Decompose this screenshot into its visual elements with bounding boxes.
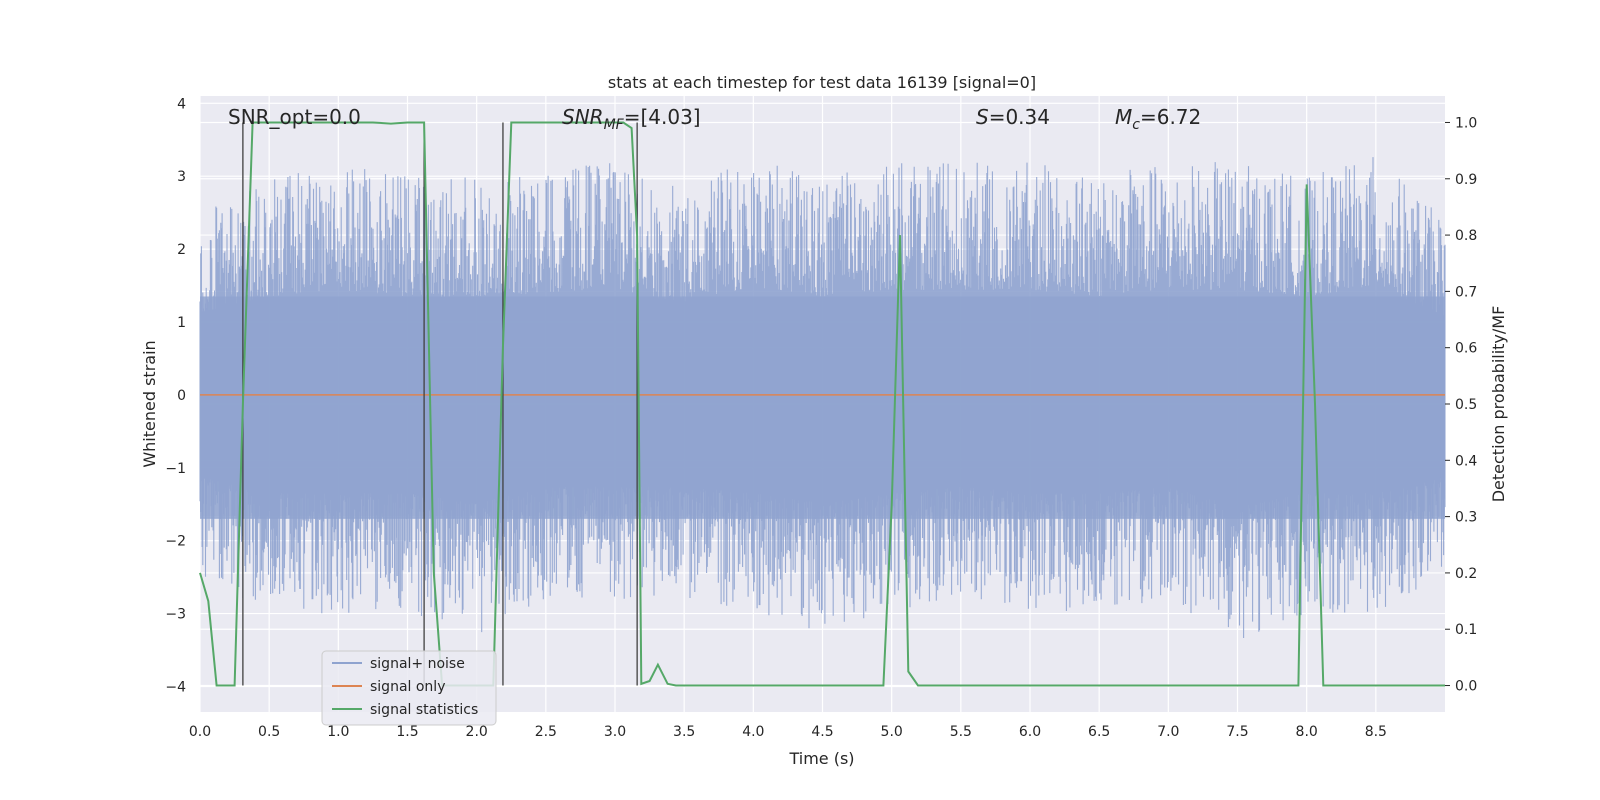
y-tick-label: −2 <box>165 534 186 550</box>
x-tick-label: 0.5 <box>258 724 280 740</box>
y-tick-label: 2 <box>177 242 186 258</box>
x-tick-label: 8.0 <box>1296 724 1318 740</box>
y2-tick-label: 0.7 <box>1455 284 1477 300</box>
x-tick-label: 1.5 <box>396 724 418 740</box>
y2-axis-label: Detection probability/MF <box>1489 306 1508 503</box>
y-tick-label: −3 <box>165 607 186 623</box>
x-tick-label: 5.5 <box>950 724 972 740</box>
x-tick-label: 6.0 <box>1019 724 1041 740</box>
y-tick-labels: 4 3 2 1 0 −1 −2 −3 −4 <box>165 96 186 695</box>
y-tick-label: −4 <box>165 679 186 695</box>
y2-tick-label: 0.2 <box>1455 566 1477 582</box>
y2-tick-label: 0.0 <box>1455 679 1477 695</box>
x-tick-label: 7.0 <box>1157 724 1179 740</box>
y-axis-label: Whitened strain <box>140 340 159 467</box>
y-tick-label: 4 <box>177 96 186 112</box>
annotation-snr-opt: SNR_opt=0.0 <box>228 105 361 129</box>
y2-tick-label: 0.1 <box>1455 622 1477 638</box>
annotation-snr-mf: SNRMF=[4.03] <box>562 105 701 133</box>
y-tick-label: 1 <box>177 315 186 331</box>
x-tick-label: 5.0 <box>881 724 903 740</box>
x-tick-label: 0.0 <box>189 724 211 740</box>
legend-box <box>321 650 497 726</box>
chart-title: stats at each timestep for test data 161… <box>608 73 1036 92</box>
x-tick-label: 4.0 <box>742 724 764 740</box>
y2-tick-label: 0.8 <box>1455 228 1477 244</box>
y2-tick-label: 0.6 <box>1455 341 1477 357</box>
annotation-s: S=0.34 <box>976 105 1050 129</box>
x-tick-label: 8.5 <box>1365 724 1387 740</box>
x-tick-labels: 0.0 0.5 1.0 1.5 2.0 2.5 3.0 3.5 4.0 4.5 5.0 5.5 6.0 6… <box>189 724 1387 740</box>
y2-tick-label: 0.9 <box>1455 172 1477 188</box>
legend-label-signal-statistics: signal statistics <box>370 702 478 718</box>
y2-tick-labels: 1.0 0.9 0.8 0.7 0.6 0.5 0.4 0.3 0.2 0.1 0.0 <box>1445 115 1477 695</box>
y-tick-label: 3 <box>177 169 186 185</box>
x-tick-label: 1.0 <box>327 724 349 740</box>
signal-noise-core <box>200 296 1445 519</box>
y-tick-label: 0 <box>177 388 186 404</box>
series-signal-statistics <box>199 121 1445 687</box>
annotation-mc: Mc=6.72 <box>1115 105 1201 133</box>
signal-statistics-line <box>199 121 1445 687</box>
x-tick-label: 6.5 <box>1088 724 1110 740</box>
y-tick-label: −1 <box>165 461 186 477</box>
y2-tick-label: 0.5 <box>1455 397 1477 413</box>
x-tick-label: 3.0 <box>604 724 626 740</box>
x-axis-label: Time (s) <box>788 749 854 768</box>
x-tick-label: 4.5 <box>811 724 833 740</box>
x-tick-label: 2.0 <box>466 724 488 740</box>
x-tick-label: 2.5 <box>535 724 557 740</box>
y2-tick-label: 0.4 <box>1455 453 1477 469</box>
legend: signal+ noise signal only signal statist… <box>321 650 497 726</box>
series-signal-noise <box>199 157 1446 638</box>
x-tick-label: 7.5 <box>1226 724 1248 740</box>
legend-label-signal-only: signal only <box>370 679 445 695</box>
y2-tick-label: 1.0 <box>1455 115 1477 131</box>
y2-tick-label: 0.3 <box>1455 510 1477 526</box>
legend-label-signal-noise: signal+ noise <box>370 656 465 672</box>
x-tick-label: 3.5 <box>673 724 695 740</box>
